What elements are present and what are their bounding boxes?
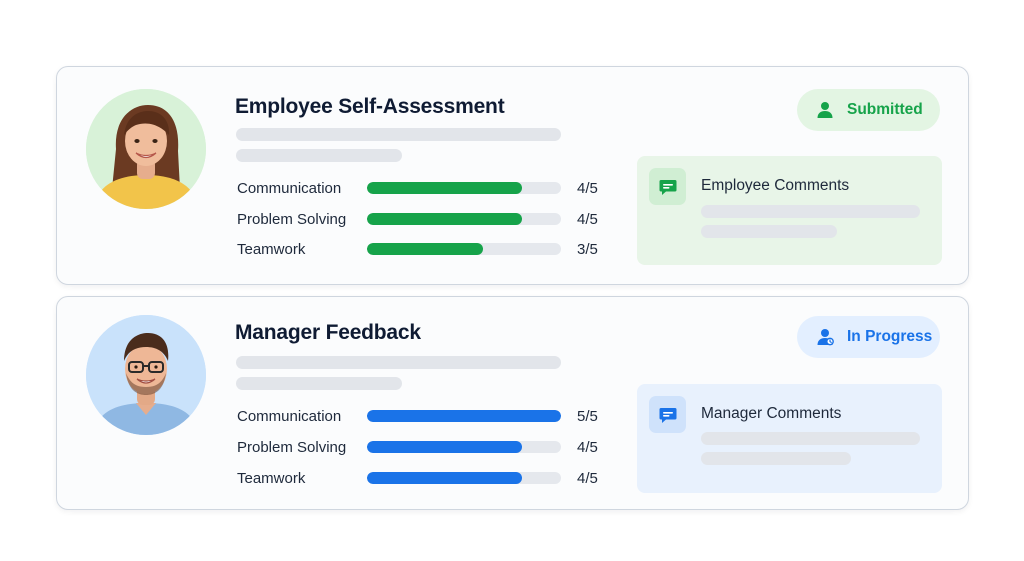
chat-icon: [659, 407, 676, 423]
employee-avatar-photo: [86, 89, 206, 209]
text-placeholder-line: [236, 149, 402, 162]
comment-icon-box: [649, 396, 686, 433]
text-placeholder-line: [236, 128, 561, 141]
manager-avatar-photo: [86, 315, 206, 435]
text-placeholder-line: [701, 452, 851, 465]
rating-progress-fill: [367, 182, 523, 194]
rating-progress-fill: [367, 213, 523, 225]
manager-avatar: [86, 315, 206, 435]
rating-progress-fill: [367, 410, 561, 422]
rating-value: 4/5: [577, 180, 598, 197]
rating-label: Problem Solving: [237, 211, 347, 228]
rating-row-problem-solving: Problem Solving 4/5: [235, 437, 615, 457]
rating-progress-bar: [367, 410, 561, 422]
rating-value: 4/5: [577, 439, 598, 456]
status-badge: Submitted: [797, 89, 940, 131]
page-title: Manager Feedback: [235, 321, 421, 344]
rating-progress-bar: [367, 182, 561, 194]
rating-label: Communication: [237, 180, 342, 197]
rating-progress-bar: [367, 472, 561, 484]
rating-progress-fill: [367, 472, 523, 484]
rating-progress-bar: [367, 213, 561, 225]
user-icon: [817, 102, 833, 118]
text-placeholder-line: [236, 377, 402, 390]
comment-icon-box: [649, 168, 686, 205]
rating-progress-fill: [367, 243, 484, 255]
text-placeholder-line: [701, 432, 920, 445]
rating-value: 3/5: [577, 241, 598, 258]
manager-comments-panel[interactable]: Manager Comments: [637, 384, 942, 493]
rating-row-communication: Communication 4/5: [235, 178, 615, 198]
rating-value: 4/5: [577, 211, 598, 228]
rating-label: Problem Solving: [237, 439, 347, 456]
text-placeholder-line: [236, 356, 561, 369]
text-placeholder-line: [701, 205, 920, 218]
rating-row-teamwork: Teamwork 4/5: [235, 468, 615, 488]
status-badge-label: In Progress: [847, 328, 933, 345]
rating-row-teamwork: Teamwork 3/5: [235, 239, 615, 259]
rating-label: Teamwork: [237, 470, 306, 487]
rating-progress-bar: [367, 243, 561, 255]
employee-self-assessment-card: Employee Self-Assessment Communication 4…: [56, 66, 969, 285]
rating-row-communication: Communication 5/5: [235, 406, 615, 426]
rating-value: 5/5: [577, 408, 598, 425]
status-badge-label: Submitted: [847, 101, 923, 118]
chat-icon: [659, 179, 676, 195]
user-icon: [817, 329, 834, 346]
employee-comments-panel[interactable]: Employee Comments: [637, 156, 942, 265]
rating-row-problem-solving: Problem Solving 4/5: [235, 209, 615, 229]
employee-avatar: [86, 89, 206, 209]
text-placeholder-line: [701, 225, 837, 238]
rating-label: Teamwork: [237, 241, 306, 258]
status-badge: In Progress: [797, 316, 940, 358]
page-title: Employee Self-Assessment: [235, 95, 505, 118]
rating-value: 4/5: [577, 470, 598, 487]
rating-progress-bar: [367, 441, 561, 453]
comments-title: Employee Comments: [701, 177, 850, 194]
comments-title: Manager Comments: [701, 405, 842, 422]
rating-label: Communication: [237, 408, 342, 425]
manager-feedback-card: Manager Feedback Communication 5/5 Probl…: [56, 296, 969, 510]
rating-progress-fill: [367, 441, 523, 453]
